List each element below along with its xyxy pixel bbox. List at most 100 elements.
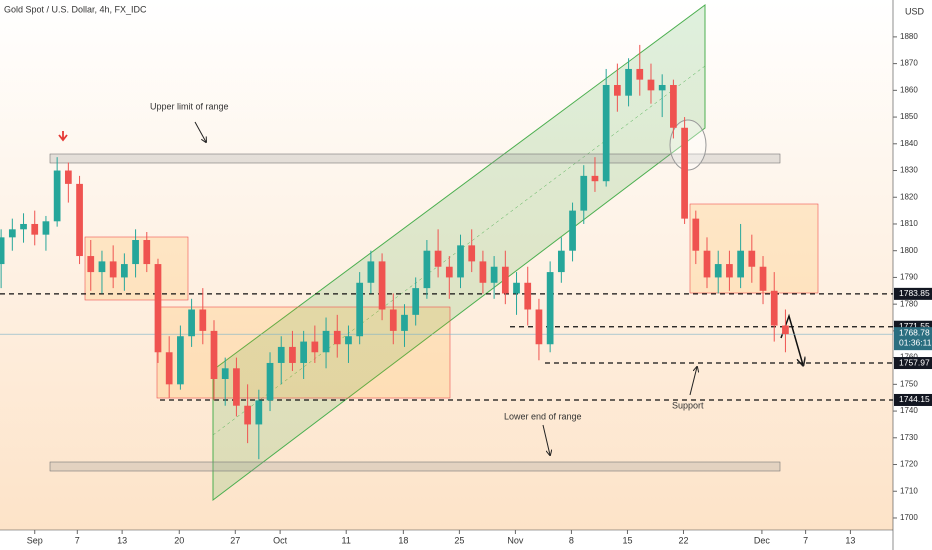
x-tick-label: 15 — [622, 535, 632, 545]
upper-range-zone — [49, 153, 781, 164]
candle-body — [670, 84, 677, 128]
lower-range-zone — [49, 461, 781, 472]
x-tick-label: 13 — [845, 535, 855, 545]
chart-title: Gold Spot / U.S. Dollar, 4h, FX_IDC — [4, 4, 147, 14]
y-tick-label: 1880 — [900, 32, 918, 41]
x-tick-label: 25 — [454, 535, 464, 545]
annotation-text: Support — [672, 400, 704, 410]
candle-body — [726, 264, 733, 278]
candle-body — [300, 341, 308, 363]
x-tick-label: 20 — [174, 535, 184, 545]
candle-body — [501, 266, 509, 294]
y-tick-label: 1820 — [900, 192, 918, 201]
candle-body — [87, 256, 95, 273]
level-price-box — [894, 287, 932, 300]
x-tick-label: 11 — [342, 535, 351, 545]
annotation-text: Upper limit of range — [150, 101, 229, 111]
y-tick-label: 1780 — [900, 299, 918, 308]
candle-body — [311, 341, 319, 353]
level-price-label: 1744.15 — [899, 394, 930, 404]
candle-body — [647, 79, 655, 91]
candle-body — [445, 266, 453, 278]
candle-body — [625, 68, 632, 96]
candle-body — [0, 237, 5, 265]
candle-body — [513, 282, 520, 294]
level-price-box — [894, 393, 932, 406]
candle-body — [748, 250, 756, 267]
x-tick-label: 13 — [117, 535, 127, 545]
candle-body — [165, 352, 173, 385]
candle-body — [42, 221, 50, 235]
candle-body — [434, 250, 442, 267]
x-tick-label: Dec — [754, 535, 771, 545]
level-price-label: 1757.97 — [899, 357, 930, 367]
candle-body — [423, 250, 431, 289]
candle-body — [401, 314, 408, 331]
x-tick-label: 27 — [230, 535, 240, 545]
candle-body — [188, 309, 195, 337]
y-tick-label: 1850 — [900, 112, 918, 121]
last-price-box — [894, 327, 932, 351]
candle-body — [266, 362, 274, 401]
candle-body — [345, 336, 352, 345]
candle-body — [53, 170, 61, 222]
currency-label: USD — [905, 6, 925, 16]
candle-body — [333, 330, 341, 345]
x-tick-label: 8 — [569, 535, 574, 545]
candle-body — [210, 330, 218, 379]
candle-body — [703, 250, 711, 278]
x-tick-label: Sep — [27, 535, 43, 545]
candle-body — [322, 330, 330, 353]
y-tick-label: 1860 — [900, 85, 918, 94]
candle-body — [614, 84, 621, 96]
annotation-text: Lower end of range — [504, 411, 582, 421]
y-tick-label: 1840 — [900, 139, 918, 148]
candle-body — [412, 288, 420, 315]
candle-body — [490, 266, 498, 283]
y-tick-label: 1790 — [900, 273, 918, 282]
y-tick-label: 1710 — [900, 486, 918, 495]
candle-body — [121, 264, 128, 278]
candle-body — [199, 309, 207, 331]
candle-body — [109, 261, 117, 278]
y-tick-label: 1870 — [900, 59, 918, 68]
candle-body — [389, 309, 397, 331]
y-tick-label: 1720 — [900, 460, 918, 469]
candle-body — [76, 183, 83, 257]
time-axis — [0, 530, 893, 550]
red-arrow — [58, 131, 68, 142]
x-tick-label: 7 — [803, 535, 808, 545]
candle-body — [557, 250, 565, 273]
candle-body — [479, 261, 487, 283]
candle-body — [143, 240, 151, 265]
x-tick-label: Oct — [273, 535, 288, 545]
candle-body — [782, 325, 789, 335]
plot-background — [0, 0, 893, 530]
candle-body — [20, 223, 27, 230]
candle-body — [177, 336, 184, 385]
candle-body — [378, 261, 386, 310]
candle-body — [367, 261, 375, 283]
candle-body — [524, 282, 532, 310]
x-tick-label: 18 — [398, 535, 408, 545]
candle-body — [770, 290, 778, 326]
y-tick-label: 1800 — [900, 246, 918, 255]
candle-body — [277, 346, 285, 363]
x-tick-label: 7 — [75, 535, 80, 545]
candle-body — [714, 264, 722, 278]
breakout-circle — [669, 119, 707, 171]
last-price-label: 1768.78 — [899, 327, 930, 337]
candle-body — [255, 400, 263, 425]
candle-body — [636, 68, 644, 80]
candle-body — [580, 175, 588, 211]
candle-body — [468, 245, 476, 262]
y-tick-label: 1730 — [900, 433, 918, 442]
candle-body — [289, 346, 296, 363]
annotation-arrow — [542, 424, 550, 455]
candle-body — [457, 245, 464, 278]
candle-body — [244, 405, 251, 425]
candle-body — [98, 261, 106, 273]
y-tick-label: 1810 — [900, 219, 918, 228]
candle-body — [221, 368, 229, 379]
consolidation-box — [689, 203, 819, 294]
